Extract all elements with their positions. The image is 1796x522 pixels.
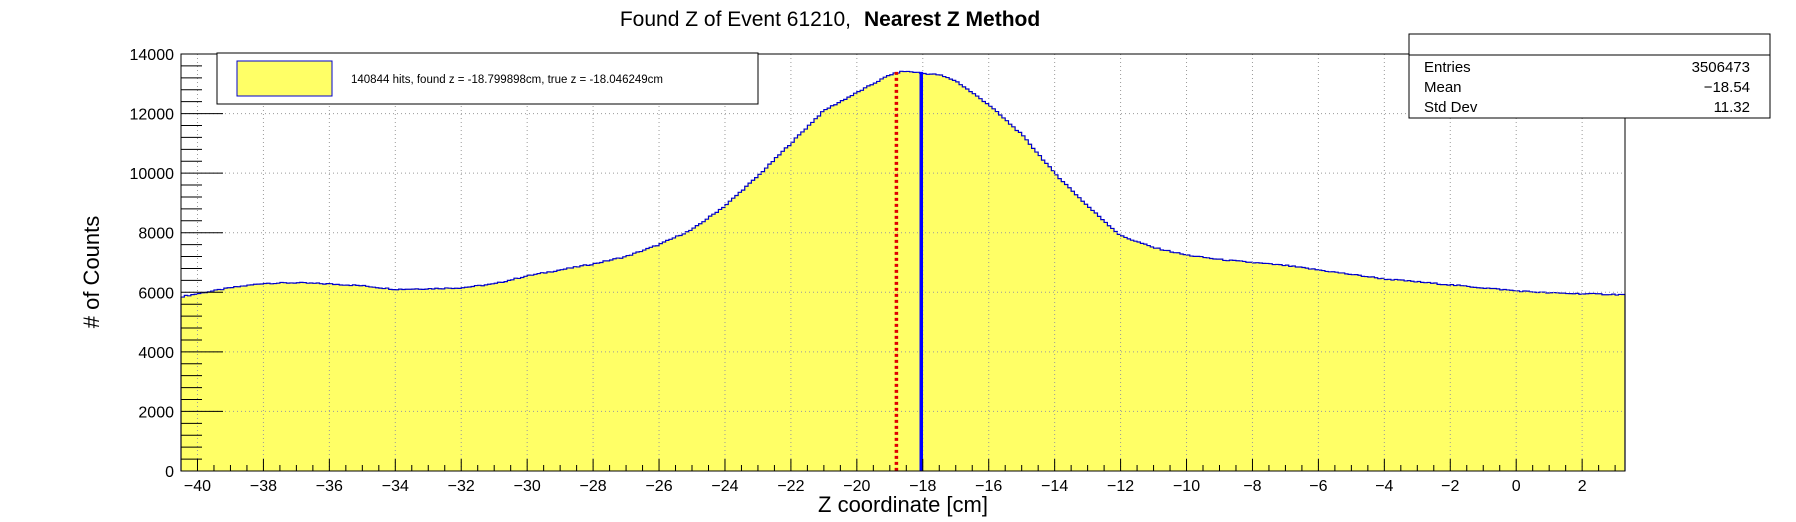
legend: 140844 hits, found z = -18.799898cm, tru… xyxy=(216,52,759,105)
chart-title-method: Nearest Z Method xyxy=(864,8,1040,31)
x-tick-label: 0 xyxy=(1512,478,1521,495)
x-tick-label: −4 xyxy=(1375,478,1393,495)
x-tick-label: −12 xyxy=(1107,478,1134,495)
stats-mean-label: Mean xyxy=(1424,79,1462,96)
marker-layer xyxy=(894,71,924,471)
x-tick-label: −26 xyxy=(645,478,672,495)
x-tick-label: 2 xyxy=(1578,478,1587,495)
stats-entries-label: Entries xyxy=(1424,59,1471,76)
y-axis-title: # of Counts xyxy=(79,216,104,329)
y-tick-label: 10000 xyxy=(130,166,175,183)
x-tick-label: −10 xyxy=(1173,478,1200,495)
x-tick-label: −40 xyxy=(184,478,211,495)
x-tick-label: −22 xyxy=(777,478,804,495)
legend-entry-label: 140844 hits, found z = -18.799898cm, tru… xyxy=(351,74,663,86)
stats-box: Entries 3506473 Mean −18.54 Std Dev 11.3… xyxy=(1408,33,1771,119)
x-tick-label: −14 xyxy=(1041,478,1068,495)
stats-stddev-value: 11.32 xyxy=(1714,99,1750,116)
x-tick-label: −38 xyxy=(250,478,277,495)
stats-mean-value: −18.54 xyxy=(1704,79,1750,96)
x-tick-label: −18 xyxy=(909,478,936,495)
chart-title: Found Z of Event 61210, xyxy=(620,8,851,31)
y-tick-label: 8000 xyxy=(138,226,174,243)
x-tick-label: −8 xyxy=(1243,478,1261,495)
x-tick-label: −24 xyxy=(711,478,738,495)
histogram-fill xyxy=(181,71,1625,471)
x-tick-label: −6 xyxy=(1309,478,1327,495)
x-tick-label: −30 xyxy=(514,478,541,495)
y-tick-label: 4000 xyxy=(138,345,174,362)
legend-swatch xyxy=(236,60,333,97)
stats-stddev-label: Std Dev xyxy=(1424,99,1478,116)
y-tick-label: 14000 xyxy=(130,47,175,64)
y-tick-label: 6000 xyxy=(138,285,174,302)
stats-frame xyxy=(1408,33,1771,119)
x-tick-label: −28 xyxy=(580,478,607,495)
y-tick-label: 2000 xyxy=(138,404,174,421)
x-tick-label: −36 xyxy=(316,478,343,495)
y-tick-label: 12000 xyxy=(130,107,175,124)
x-tick-label: −32 xyxy=(448,478,475,495)
x-tick-label: −34 xyxy=(382,478,409,495)
x-tick-label: −20 xyxy=(843,478,870,495)
plot-frame xyxy=(180,53,1626,472)
x-tick-label: −2 xyxy=(1441,478,1459,495)
x-axis-title: Z coordinate [cm] xyxy=(818,492,988,517)
stats-entries-value: 3506473 xyxy=(1692,59,1750,76)
y-tick-label: 0 xyxy=(165,464,174,481)
x-tick-label: −16 xyxy=(975,478,1002,495)
